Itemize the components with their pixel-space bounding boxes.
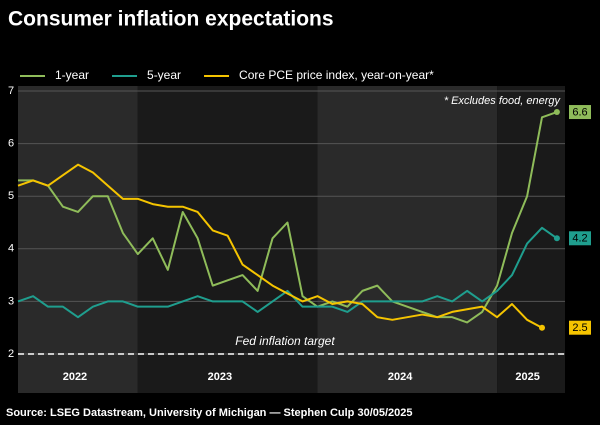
- x-tick-label: 2023: [208, 371, 232, 383]
- y-tick-label: 2: [8, 348, 14, 360]
- end-label-box: [569, 105, 591, 120]
- y-tick-label: 7: [8, 85, 14, 97]
- series-line: [18, 111, 558, 324]
- x-tick-label: 2025: [515, 371, 539, 383]
- end-label: 4.2: [572, 233, 587, 245]
- legend-label: Core PCE price index, year-on-year*: [239, 68, 434, 82]
- chart-title: Consumer inflation expectations: [8, 8, 334, 31]
- footnote: * Excludes food, energy: [444, 95, 562, 107]
- end-label: 2.5: [572, 322, 587, 334]
- end-dot: [539, 324, 546, 331]
- end-dot: [553, 235, 560, 242]
- end-dot: [553, 109, 560, 116]
- y-tick-label: 6: [8, 138, 14, 150]
- y-tick-label: 4: [8, 243, 14, 255]
- reference-label: Fed inflation target: [235, 334, 335, 348]
- year-band: [18, 86, 138, 393]
- x-tick-label: 2024: [388, 371, 413, 383]
- y-tick-label: 5: [8, 190, 14, 202]
- y-tick-label: 3: [8, 295, 14, 307]
- x-tick-label: 2022: [63, 371, 87, 383]
- legend-label: 5-year: [147, 68, 181, 82]
- legend-label: 1-year: [55, 68, 89, 82]
- end-label-box: [569, 231, 591, 246]
- series-line: [17, 226, 558, 319]
- year-band: [317, 86, 498, 393]
- end-label-box: [569, 320, 591, 335]
- source: Source: LSEG Datastream, University of M…: [6, 407, 413, 419]
- end-label: 6.6: [572, 106, 587, 118]
- series-line: [17, 163, 543, 329]
- year-band: [137, 86, 318, 393]
